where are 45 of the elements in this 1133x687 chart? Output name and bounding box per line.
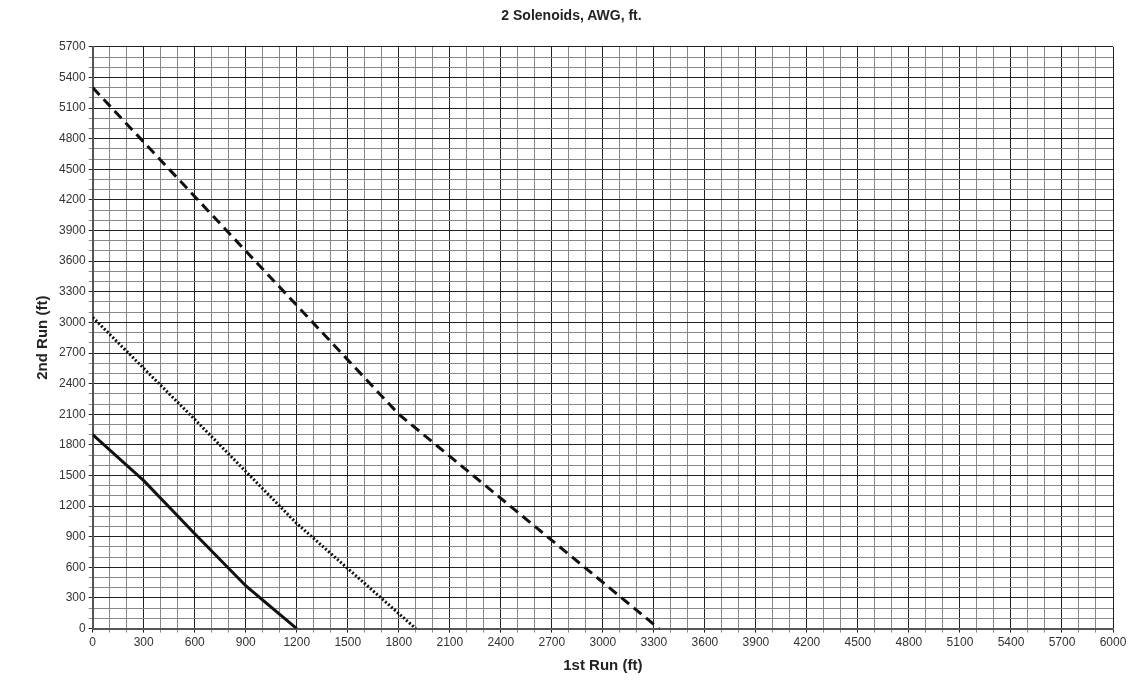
x-tick-label: 4200 <box>793 635 821 650</box>
line-series <box>92 315 418 629</box>
x-tick-label: 4800 <box>895 635 923 650</box>
y-tick-label: 4500 <box>58 161 87 176</box>
chart-title: 2 Solenoids, AWG, ft. <box>501 7 642 24</box>
x-tick-label: 600 <box>184 635 206 650</box>
x-tick-label: 5400 <box>997 635 1025 650</box>
y-tick-label: 5100 <box>58 100 87 115</box>
y-tick-label: 1500 <box>58 467 87 482</box>
y-tick-label: 5400 <box>58 69 87 84</box>
y-tick-label: 4800 <box>58 130 87 145</box>
y-tick-label: 3900 <box>58 222 87 237</box>
x-tick-label: 1500 <box>334 635 362 650</box>
x-tick-label: 0 <box>89 635 97 650</box>
y-tick-label: 3300 <box>58 284 87 299</box>
x-tick-label: 900 <box>235 635 257 650</box>
y-tick-label: 0 <box>79 620 87 635</box>
y-tick-label: 600 <box>65 559 87 574</box>
x-tick-label: 2700 <box>538 635 566 650</box>
x-tick-label: 4500 <box>844 635 872 650</box>
y-tick-label: 5700 <box>58 39 87 54</box>
y-tick-label: 1200 <box>58 498 87 513</box>
x-tick-label: 3300 <box>640 635 668 650</box>
y-tick-label: 1800 <box>58 437 87 452</box>
x-tick-label: 6000 <box>1099 635 1127 650</box>
x-tick-label: 5100 <box>946 635 974 650</box>
y-tick-label: 300 <box>65 590 87 605</box>
x-axis-title: 1st Run (ft) <box>563 656 643 674</box>
x-tick-label: 300 <box>133 635 155 650</box>
y-tick-label: 2100 <box>58 406 87 421</box>
y-tick-label: 4200 <box>58 192 87 207</box>
y-tick-label: 3000 <box>58 314 87 329</box>
x-tick-label: 3000 <box>589 635 617 650</box>
x-tick-label: 2100 <box>436 635 464 650</box>
x-tick-label: 5700 <box>1048 635 1076 650</box>
y-axis-title: 2nd Run (ft) <box>33 295 51 380</box>
x-tick-label: 3900 <box>742 635 770 650</box>
y-tick-label: 900 <box>65 529 87 544</box>
y-tick-label: 2400 <box>58 375 87 390</box>
x-tick-label: 1800 <box>385 635 413 650</box>
y-tick-label: 3600 <box>58 253 87 268</box>
y-tick-label: 2700 <box>58 345 87 360</box>
x-tick-label: 1200 <box>283 635 311 650</box>
x-tick-label: 2400 <box>487 635 515 650</box>
x-tick-label: 3600 <box>691 635 719 650</box>
